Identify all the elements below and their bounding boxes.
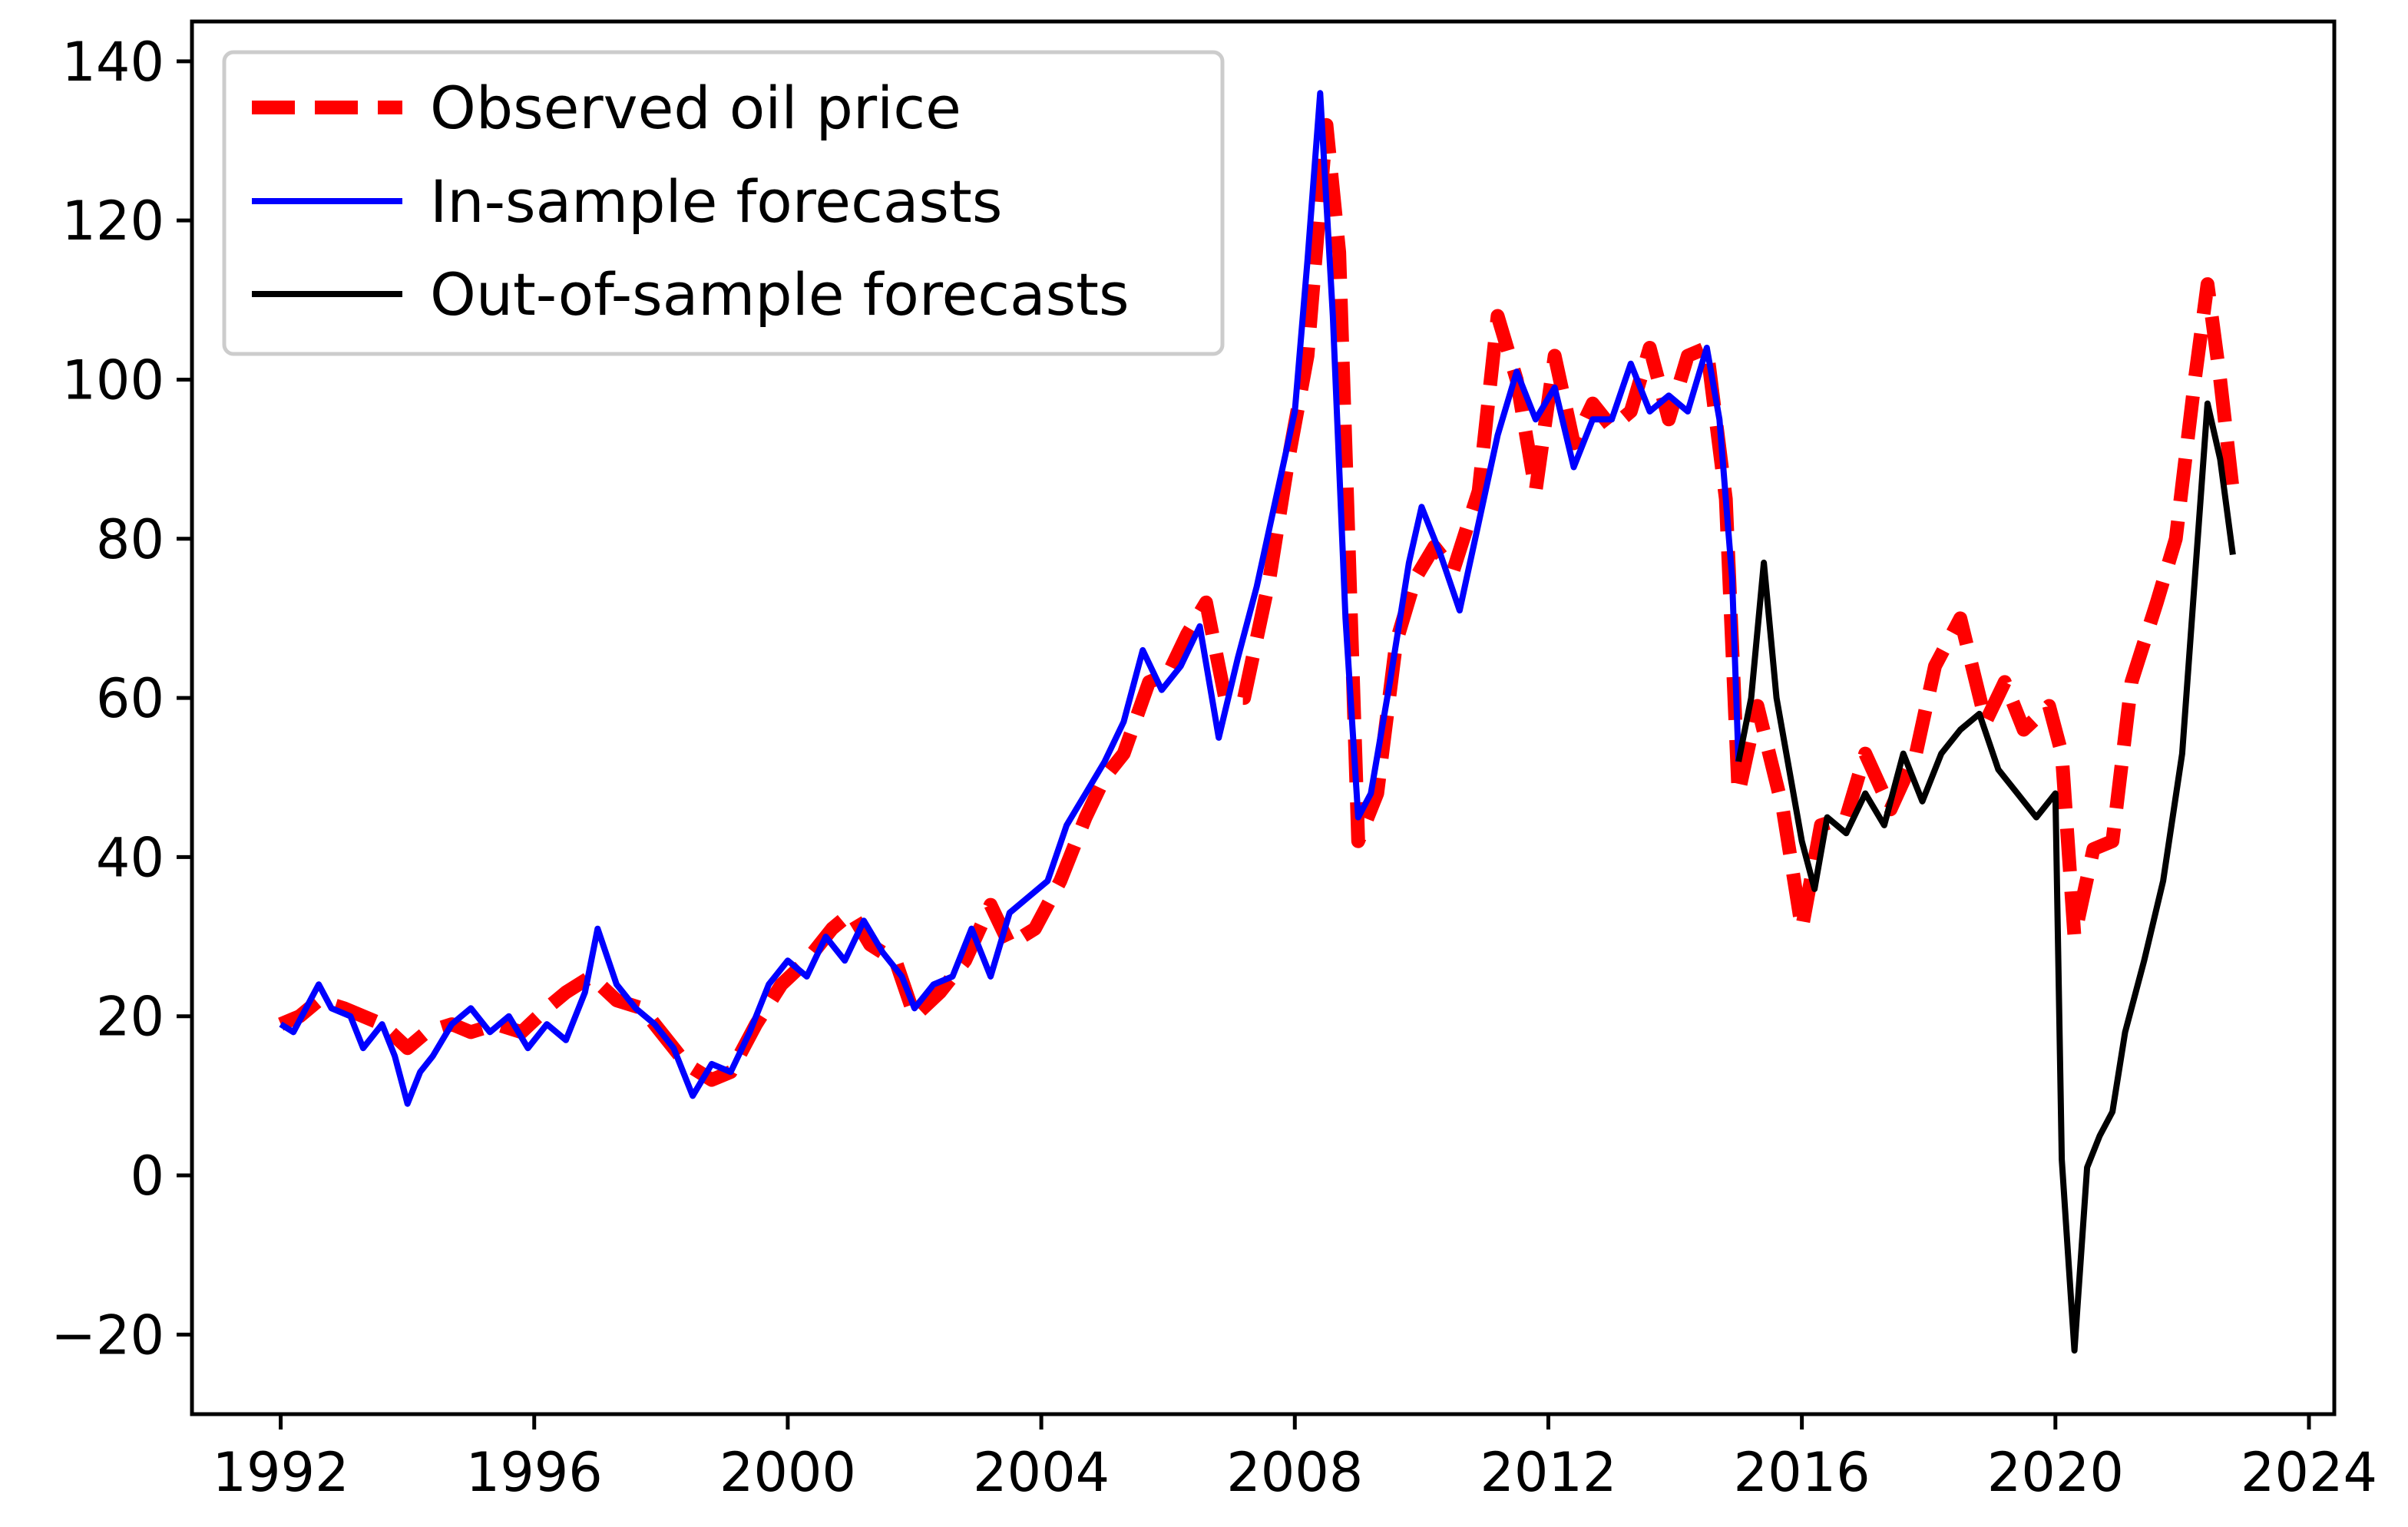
x-tick-label: 1996 (466, 1441, 603, 1504)
x-tick-label: 2004 (973, 1441, 1110, 1504)
series-line-out-of-sample-forecasts (1735, 400, 2236, 1354)
y-tick-label: 40 (96, 826, 164, 889)
x-tick-label: 2020 (1987, 1441, 2124, 1504)
y-tick-label: 20 (96, 986, 164, 1049)
y-tick-label: 60 (96, 667, 164, 730)
x-tick-label: 2012 (1480, 1441, 1616, 1504)
legend-label-out-of-sample-forecasts: Out-of-sample forecasts (430, 260, 1130, 329)
x-axis: 1992 1996 2000 2004 2008 2012 2016 2020 2024 (212, 1414, 2377, 1504)
legend-label-in-sample-forecasts: In-sample forecasts (430, 167, 1002, 236)
legend: Observed oil price In-sample forecasts Out… (222, 50, 1225, 356)
y-tick-label: 0 (130, 1145, 164, 1208)
x-tick-label: 2008 (1226, 1441, 1363, 1504)
y-tick-label: 100 (61, 349, 164, 411)
y-axis: 140 120 100 80 60 40 20 0 −20 (51, 31, 192, 1367)
x-tick-label: 2000 (719, 1441, 856, 1504)
x-tick-label: 1992 (212, 1441, 349, 1504)
x-tick-label: 2024 (2241, 1441, 2377, 1504)
y-tick-label: −20 (51, 1304, 164, 1367)
y-tick-label: 80 (96, 508, 164, 571)
series-line-in-sample-forecasts (279, 90, 1742, 1107)
legend-box (222, 50, 1225, 356)
y-tick-label: 140 (61, 31, 164, 94)
y-tick-label: 120 (61, 190, 164, 253)
legend-label-observed-oil-price: Observed oil price (430, 74, 961, 142)
series-layer (278, 90, 2240, 1354)
x-tick-label: 2016 (1734, 1441, 1871, 1504)
plot-frame (190, 19, 2337, 1416)
